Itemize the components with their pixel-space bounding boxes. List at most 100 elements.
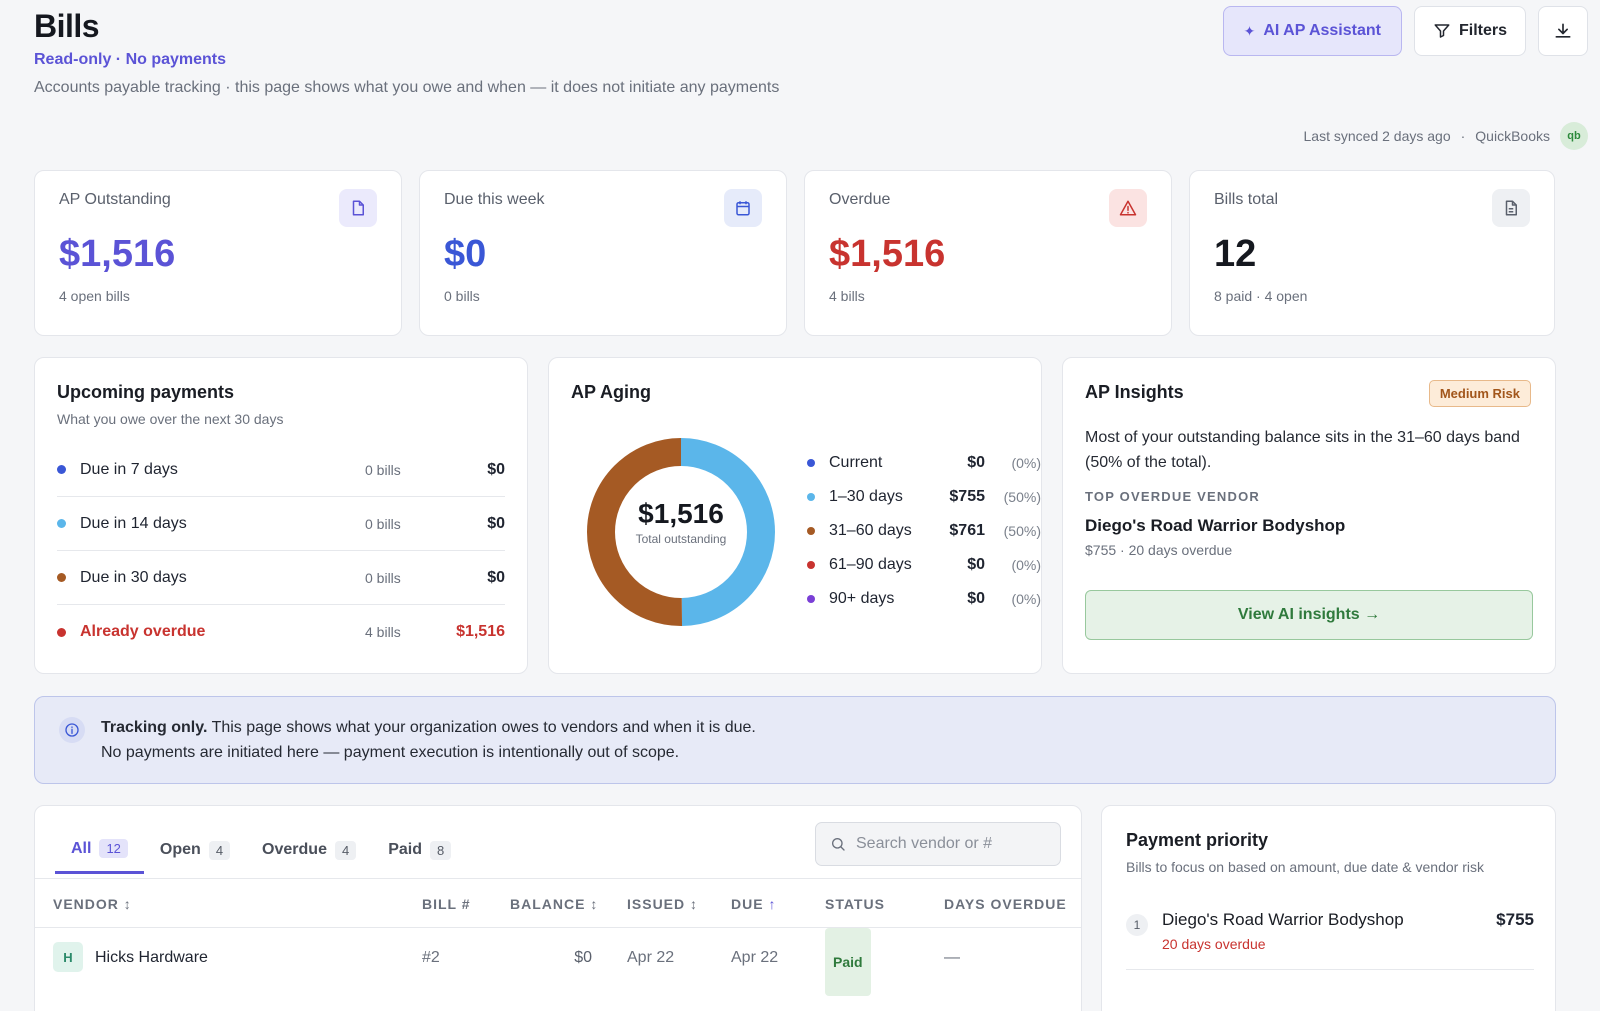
kpi-card-overdue: Overdue $1,516 4 bills — [804, 170, 1172, 336]
priority-note: 20 days overdue — [1162, 936, 1266, 952]
aging-title: AP Aging — [571, 382, 651, 402]
donut-center: $1,516 Total outstanding — [581, 498, 781, 546]
tab-count: 8 — [430, 840, 452, 860]
kpi-label: AP Outstanding — [59, 191, 171, 208]
sync-status: Last synced 2 days ago · QuickBooks qb — [1304, 122, 1588, 150]
info-strong: Tracking only. — [101, 719, 208, 736]
filters-button[interactable]: Filters — [1413, 6, 1526, 56]
col-status: STATUS — [825, 896, 885, 912]
tab-label: Overdue — [262, 841, 327, 858]
upcoming-count: 4 bills — [365, 624, 401, 640]
tab-count: 4 — [334, 840, 357, 860]
upcoming-label: Already overdue — [80, 623, 206, 640]
ap-insights-card: AP Insights Medium Risk Most of your out… — [1062, 357, 1556, 674]
table-row[interactable]: H Hicks Hardware #2 $0 Apr 22 Apr 22 Pai… — [35, 928, 1081, 996]
upcoming-title: Upcoming payments — [57, 382, 235, 402]
legend-row: Current $0 (0%) — [807, 446, 1041, 480]
info-line-1: Tracking only. This page shows what your… — [101, 715, 1531, 740]
top-vendor-label: TOP OVERDUE VENDOR — [1085, 489, 1260, 504]
table-header: VENDOR ↕ BILL # BALANCE ↕ ISSUED ↕ DUE ↑… — [35, 878, 1081, 928]
kpi-value: 12 — [1214, 233, 1257, 275]
status-dot — [57, 627, 66, 637]
insights-title: AP Insights — [1085, 382, 1184, 402]
top-vendor-name: Diego's Road Warrior Bodyshop — [1085, 516, 1346, 535]
sparkle-icon: ✦ — [1243, 22, 1256, 39]
upcoming-row[interactable]: Due in 14 days 0 bills $0 — [57, 497, 505, 551]
cell-due: Apr 22 — [731, 949, 779, 966]
page-title: Bills — [34, 8, 100, 44]
kpi-sub: 4 bills — [829, 288, 865, 304]
filters-label: Filters — [1458, 22, 1507, 39]
quickbooks-logo: qb — [1560, 122, 1588, 150]
cell-days-overdue: — — [944, 949, 960, 966]
priority-vendor: Diego's Road Warrior Bodyshop — [1162, 910, 1404, 929]
kpi-sub: 0 bills — [444, 288, 480, 304]
legend-amount: $755 — [949, 488, 985, 505]
legend-label: 61–90 days — [829, 556, 912, 573]
legend-row: 61–90 days $0 (0%) — [807, 548, 1041, 582]
view-ai-insights-button[interactable]: View AI insights → — [1085, 590, 1533, 640]
download-icon — [1555, 23, 1571, 38]
priority-subtitle: Bills to focus on based on amount, due d… — [1126, 859, 1484, 875]
upcoming-row[interactable]: Due in 7 days 0 bills $0 — [57, 443, 505, 497]
ai-assistant-button[interactable]: ✦ AI AP Assistant — [1222, 6, 1402, 56]
legend-row: 90+ days $0 (0%) — [807, 582, 1041, 616]
legend-percent: (0%) — [1011, 455, 1041, 471]
info-icon — [59, 717, 85, 743]
col-balance[interactable]: BALANCE ↕ — [510, 896, 599, 912]
kpi-label: Overdue — [829, 191, 891, 208]
priority-amount: $755 — [1496, 910, 1534, 929]
legend-row: 1–30 days $755 (50%) — [807, 480, 1041, 514]
aging-legend: Current $0 (0%) 1–30 days $755 (50%) 31–… — [807, 446, 1041, 616]
legend-label: 1–30 days — [829, 488, 903, 505]
header-actions: ✦ AI AP Assistant Filters — [1222, 6, 1588, 56]
page-subtitle: Accounts payable tracking · this page sh… — [34, 79, 780, 96]
tab-paid[interactable]: Paid 8 — [372, 826, 467, 874]
status-dot — [57, 519, 66, 528]
legend-dot — [807, 561, 815, 569]
tab-all[interactable]: All 12 — [55, 826, 144, 874]
upcoming-row[interactable]: Due in 30 days 0 bills $0 — [57, 551, 505, 605]
upcoming-list: Due in 7 days 0 bills $0 Due in 14 days … — [57, 443, 505, 659]
col-issued[interactable]: ISSUED ↕ — [627, 896, 699, 912]
tab-label: Open — [159, 841, 201, 858]
legend-amount: $0 — [967, 590, 985, 607]
kpi-value: $0 — [444, 233, 487, 275]
tab-open[interactable]: Open 4 — [144, 826, 246, 874]
sort-asc-icon: ↑ — [768, 896, 777, 912]
upcoming-row[interactable]: Already overdue 4 bills $1,516 — [57, 605, 505, 659]
kpi-sub: 4 open bills — [59, 288, 130, 304]
status-dot — [57, 465, 66, 474]
upcoming-amount: $0 — [487, 460, 505, 478]
info-text-1: This page shows what your organization o… — [207, 719, 756, 736]
search-input[interactable]: Search vendor or # — [856, 835, 993, 852]
col-due[interactable]: DUE ↑ — [731, 879, 776, 929]
risk-badge: Medium Risk — [1428, 380, 1531, 407]
download-button[interactable] — [1538, 6, 1588, 56]
tab-count: 4 — [208, 840, 231, 860]
bills-tabs: All 12 Open 4 Overdue 4 Paid 8 — [55, 826, 467, 874]
legend-dot — [807, 459, 815, 467]
legend-percent: (50%) — [1003, 523, 1041, 539]
tab-overdue[interactable]: Overdue 4 — [246, 826, 372, 874]
upcoming-amount: $0 — [487, 568, 505, 586]
priority-item[interactable]: 1 Diego's Road Warrior Bodyshop 20 days … — [1126, 910, 1534, 952]
sync-text: Last synced 2 days ago — [1303, 128, 1451, 144]
cell-vendor: Hicks Hardware — [95, 949, 208, 966]
tracking-info-banner: Tracking only. This page shows what your… — [34, 696, 1556, 784]
tab-count: 12 — [99, 839, 128, 858]
col-days-overdue: DAYS OVERDUE — [944, 896, 1067, 912]
search-icon — [832, 838, 845, 851]
readonly-label: Read-only · No payments — [34, 51, 227, 68]
sync-source: QuickBooks — [1475, 128, 1550, 144]
status-badge: Paid — [825, 928, 871, 996]
upcoming-amount: $1,516 — [456, 623, 505, 640]
legend-percent: (0%) — [1011, 557, 1041, 573]
payment-priority-card: Payment priority Bills to focus on based… — [1101, 805, 1556, 1011]
col-bill-number: BILL # — [422, 896, 471, 912]
kpi-card-due-this-week: Due this week $0 0 bills — [419, 170, 787, 336]
priority-divider — [1126, 969, 1534, 970]
search-box[interactable]: Search vendor or # — [815, 822, 1061, 866]
col-vendor[interactable]: VENDOR ↕ — [53, 896, 132, 912]
upcoming-count: 0 bills — [365, 569, 401, 586]
